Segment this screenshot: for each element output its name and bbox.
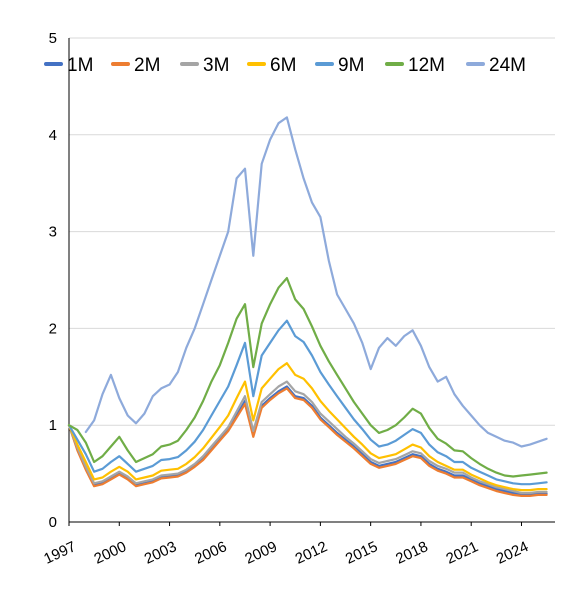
series-line-24M — [84, 116, 548, 448]
y-tick-label: 1 — [49, 417, 57, 434]
series-line-6M — [67, 362, 548, 492]
series-line-3M — [67, 380, 548, 495]
series-line-2M — [67, 387, 548, 497]
legend-item-9M: 9M — [315, 55, 364, 76]
gridlines — [69, 37, 555, 426]
x-tick-label: 2018 — [393, 538, 430, 568]
legend-label: 2M — [134, 55, 160, 76]
y-tick-label: 4 — [49, 127, 57, 144]
legend-label: 6M — [270, 55, 296, 76]
legend-item-24M: 24M — [466, 55, 526, 76]
legend-label: 3M — [203, 55, 229, 76]
legend-item-6M: 6M — [247, 55, 296, 76]
x-tick-label: 2024 — [494, 538, 531, 568]
y-tick-label: 3 — [49, 224, 57, 241]
legend-label: 12M — [408, 55, 445, 76]
legend-item-12M: 12M — [385, 55, 445, 76]
series-lines — [67, 116, 548, 497]
legend: 1M 2M 3M 6M 9M 12M 24M — [44, 55, 526, 76]
y-tick-label: 2 — [49, 320, 57, 337]
y-tick-label: 5 — [49, 30, 57, 47]
x-tick-label: 2000 — [92, 538, 129, 568]
x-tick-label: 2012 — [293, 538, 330, 568]
legend-item-2M: 2M — [111, 55, 160, 76]
x-tick-label: 2003 — [142, 538, 179, 568]
legend-label: 24M — [489, 55, 526, 76]
x-tick-label: 2006 — [192, 538, 229, 568]
series-line-12M — [67, 277, 548, 478]
legend-label: 1M — [67, 55, 93, 76]
legend-item-3M: 3M — [180, 55, 229, 76]
y-tick-label: 0 — [49, 514, 57, 531]
legend-label: 9M — [338, 55, 364, 76]
legend-item-1M: 1M — [44, 55, 93, 76]
x-tick-label: 2009 — [242, 538, 279, 568]
x-tick-label: 2015 — [343, 538, 380, 568]
x-tick-label: 2021 — [443, 538, 480, 568]
series-line-9M — [67, 319, 548, 486]
x-tick-label: 1997 — [41, 538, 78, 568]
axes: 0 1 2 3 4 5 1997 2000 2003 2006 2009 2012 2015 2018 20… — [41, 30, 555, 568]
